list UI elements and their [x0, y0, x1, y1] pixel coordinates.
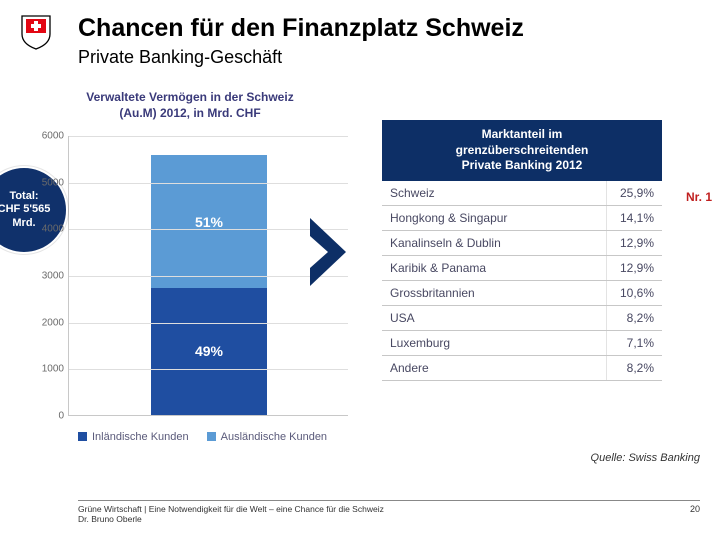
swiss-shield-logo — [18, 14, 54, 50]
chart-legend: Inländische Kunden Ausländische Kunden — [78, 431, 345, 445]
table-row: Andere8,2% — [382, 356, 662, 381]
y-tick-label: 0 — [24, 411, 64, 422]
table-cell-name: Luxemburg — [382, 331, 606, 355]
legend-swatch — [207, 432, 216, 441]
legend-item: Inländische Kunden — [78, 431, 189, 443]
table-cell-name: USA — [382, 306, 606, 330]
legend-label: Ausländische Kunden — [221, 431, 327, 443]
source-label: Quelle: Swiss Banking — [591, 452, 700, 464]
y-tick-label: 3000 — [24, 271, 64, 282]
table-cell-value: 10,6% — [606, 281, 662, 305]
stacked-bar: 49%51% — [151, 155, 267, 415]
bar-segment: 49% — [151, 288, 267, 415]
table-header-line2: grenzüberschreitenden — [456, 143, 589, 157]
chart-title-line2: (Au.M) 2012, in Mrd. CHF — [20, 106, 360, 122]
table-cell-value: 14,1% — [606, 206, 662, 230]
y-tick-label: 1000 — [24, 364, 64, 375]
footer-line1: Grüne Wirtschaft | Eine Notwendigkeit fü… — [78, 504, 384, 514]
table-row: USA8,2% — [382, 306, 662, 331]
table-cell-value: 8,2% — [606, 356, 662, 380]
market-share-table: Marktanteil im grenzüberschreitenden Pri… — [382, 120, 662, 381]
page-subtitle: Private Banking-Geschäft — [78, 47, 702, 68]
legend-label: Inländische Kunden — [92, 431, 189, 443]
chevron-right-icon — [306, 218, 360, 286]
callout-line2: CHF 5'565 — [0, 203, 50, 216]
table-cell-value: 7,1% — [606, 331, 662, 355]
table-cell-name: Hongkong & Singapur — [382, 206, 606, 230]
table-cell-name: Schweiz — [382, 181, 606, 205]
y-tick-label: 6000 — [24, 131, 64, 142]
table-row: Schweiz25,9% — [382, 181, 662, 206]
legend-swatch — [78, 432, 87, 441]
table-cell-name: Andere — [382, 356, 606, 380]
table-header-line1: Marktanteil im — [482, 127, 563, 141]
grid-line — [69, 183, 348, 184]
chart-title: Verwaltete Vermögen in der Schweiz (Au.M… — [20, 90, 360, 121]
table-row: Hongkong & Singapur14,1% — [382, 206, 662, 231]
table-cell-name: Kanalinseln & Dublin — [382, 231, 606, 255]
chart-title-line1: Verwaltete Vermögen in der Schweiz — [20, 90, 360, 106]
page-title: Chancen für den Finanzplatz Schweiz — [78, 14, 702, 43]
y-tick-label: 2000 — [24, 317, 64, 328]
table-cell-name: Grossbritannien — [382, 281, 606, 305]
bar-segment: 51% — [151, 155, 267, 287]
table-cell-name: Karibik & Panama — [382, 256, 606, 280]
table-row: Luxemburg7,1% — [382, 331, 662, 356]
table-header-line3: Private Banking 2012 — [462, 158, 583, 172]
table-cell-value: 8,2% — [606, 306, 662, 330]
table-row: Karibik & Panama12,9% — [382, 256, 662, 281]
table-cell-value: 12,9% — [606, 231, 662, 255]
footer: Grüne Wirtschaft | Eine Notwendigkeit fü… — [78, 500, 700, 524]
table-row: Kanalinseln & Dublin12,9% — [382, 231, 662, 256]
legend-item: Ausländische Kunden — [207, 431, 327, 443]
grid-line — [69, 323, 348, 324]
grid-line — [69, 369, 348, 370]
y-tick-label: 5000 — [24, 177, 64, 188]
y-tick-label: 4000 — [24, 224, 64, 235]
grid-line — [69, 136, 348, 137]
page-number: 20 — [690, 504, 700, 514]
table-body: Schweiz25,9%Hongkong & Singapur14,1%Kana… — [382, 181, 662, 381]
rank-badge: Nr. 1 — [686, 190, 712, 204]
content-area: Verwaltete Vermögen in der Schweiz (Au.M… — [0, 90, 720, 470]
table-cell-value: 25,9% — [606, 181, 662, 205]
table-row: Grossbritannien10,6% — [382, 281, 662, 306]
table-cell-value: 12,9% — [606, 256, 662, 280]
table-header: Marktanteil im grenzüberschreitenden Pri… — [382, 120, 662, 181]
callout-line1: Total: — [9, 190, 38, 203]
footer-line2: Dr. Bruno Oberle — [78, 514, 142, 524]
